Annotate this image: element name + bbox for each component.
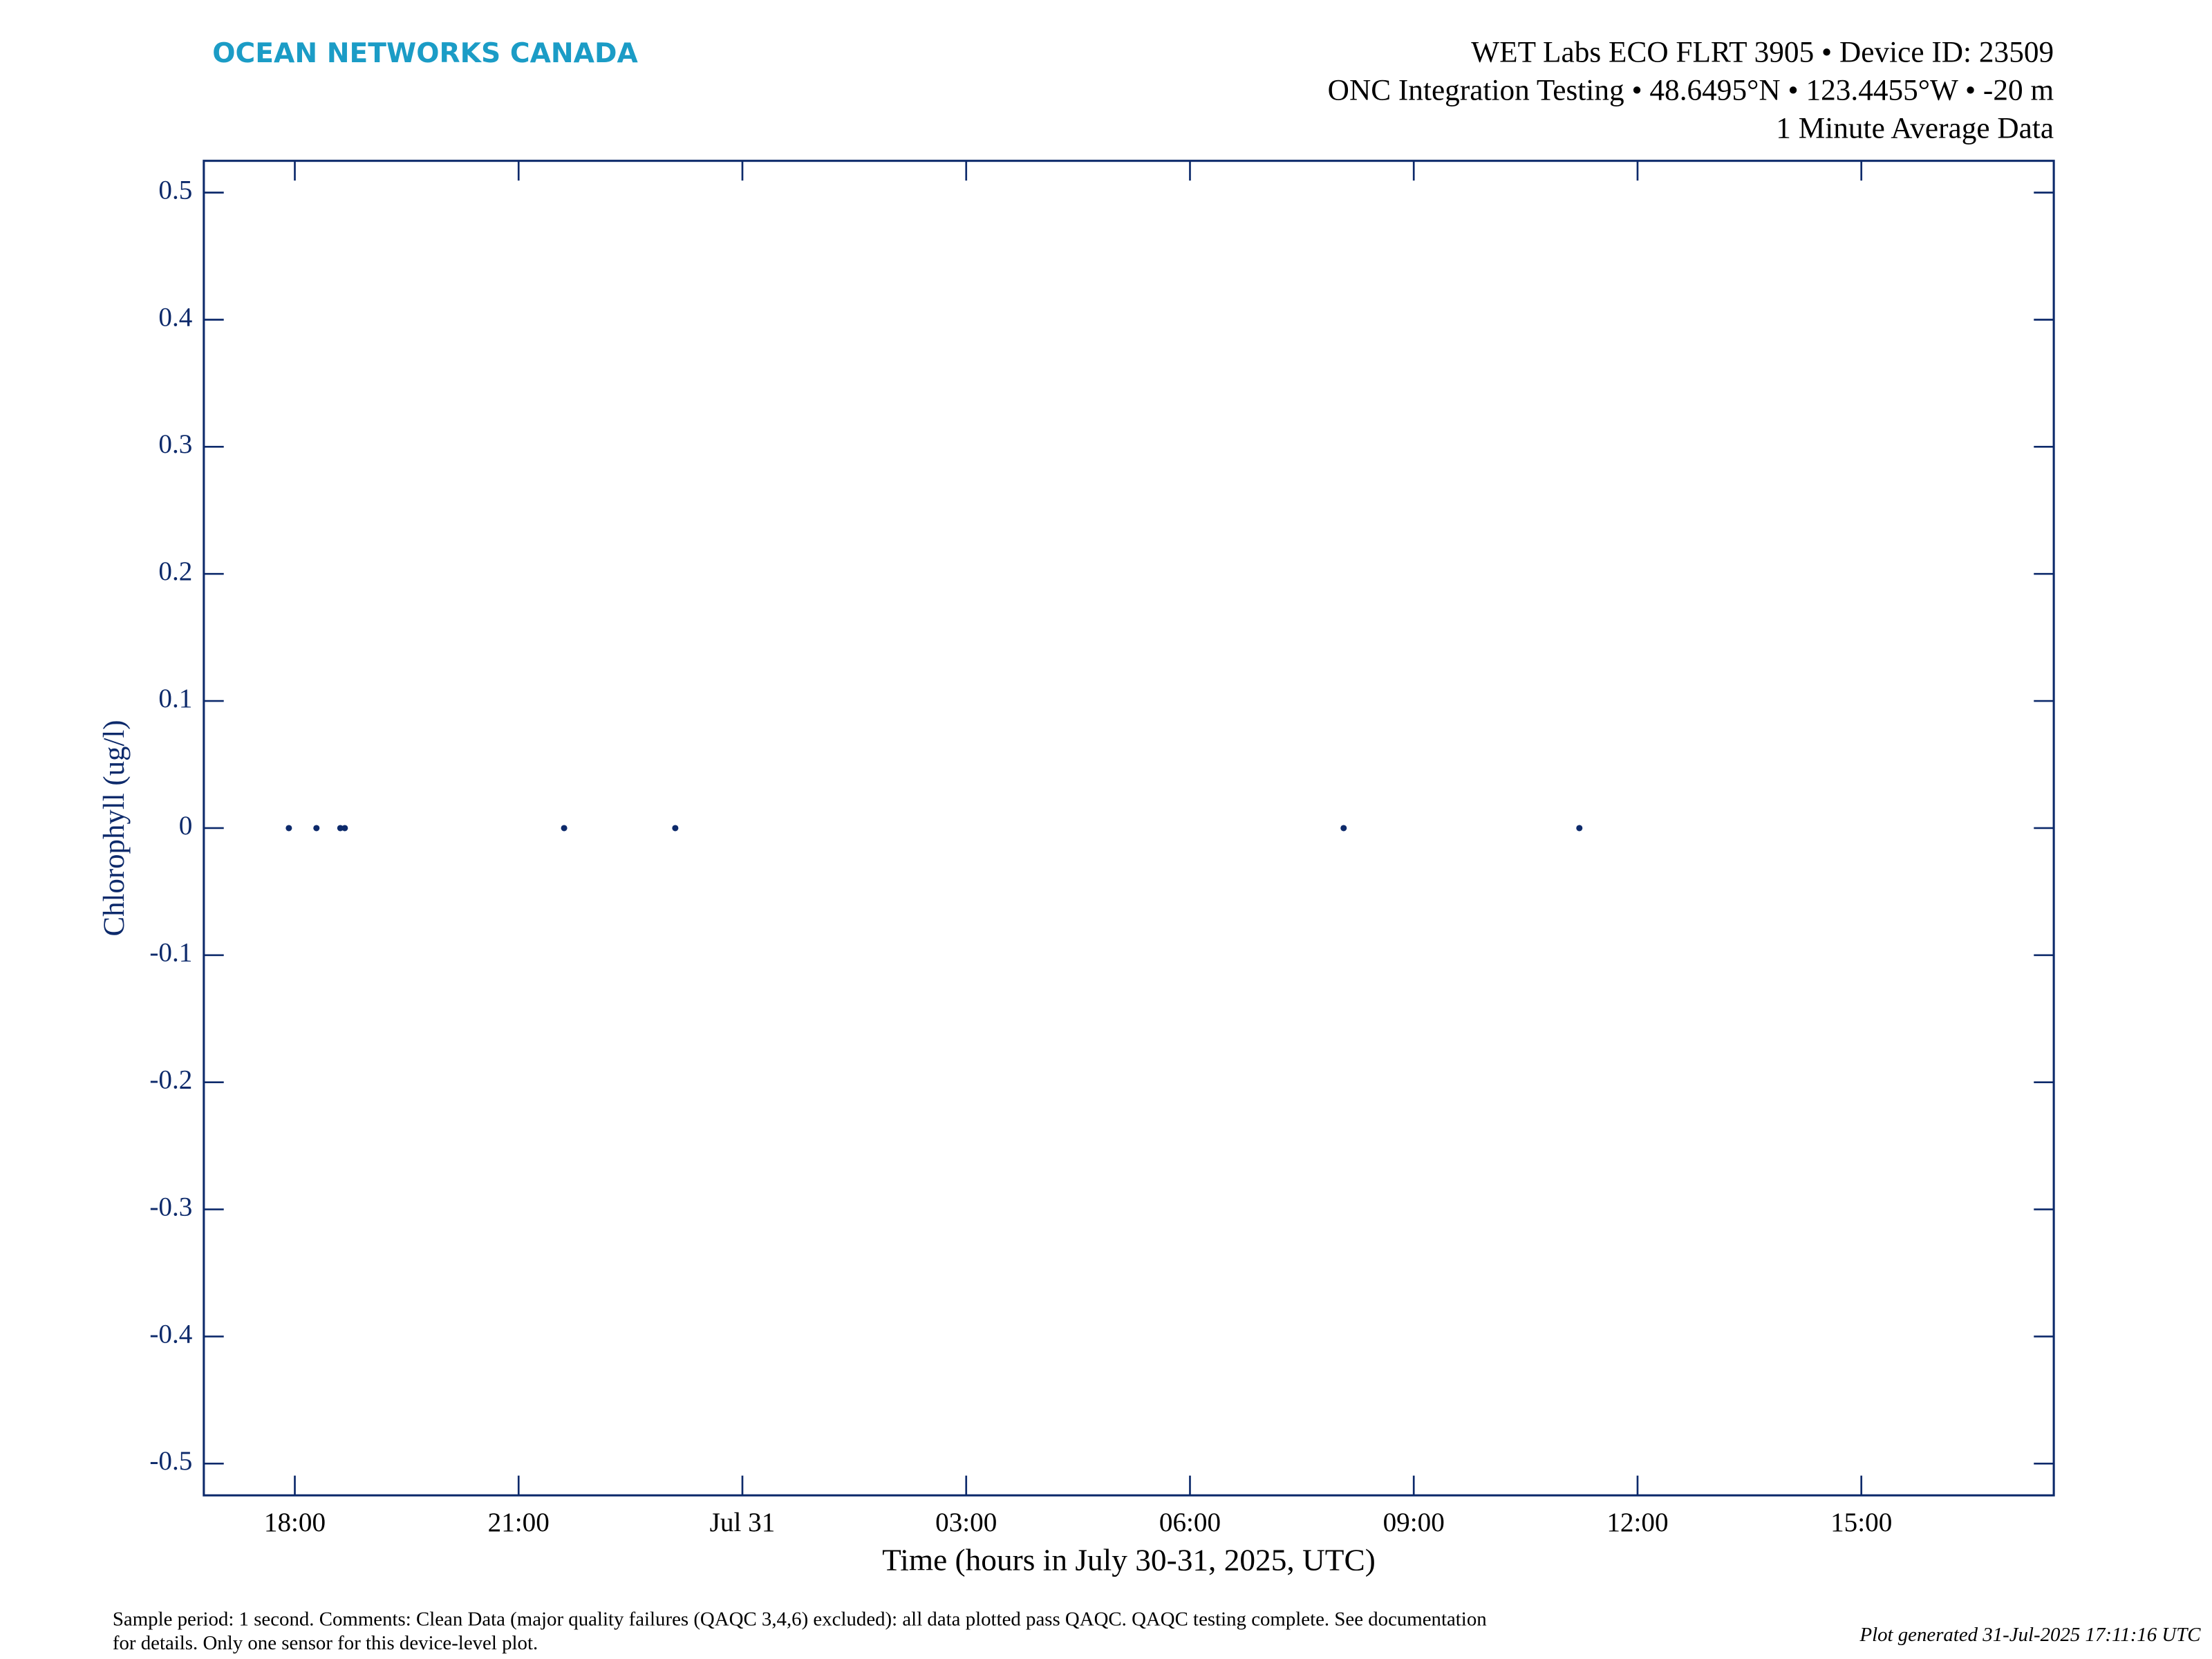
x-tick-label: 18:00 bbox=[264, 1508, 326, 1537]
y-axis-label: Chlorophyll (ug/l) bbox=[98, 720, 131, 936]
x-tick-label: 21:00 bbox=[488, 1508, 550, 1537]
title-line: WET Labs ECO FLRT 3905 • Device ID: 2350… bbox=[1471, 37, 2054, 69]
title-line: 1 Minute Average Data bbox=[1776, 113, 2054, 145]
data-point bbox=[313, 825, 320, 832]
y-tick-label: 0.5 bbox=[158, 176, 192, 205]
x-tick-label: 09:00 bbox=[1383, 1508, 1445, 1537]
plot-frame bbox=[203, 160, 2055, 1497]
x-tick-label: Jul 31 bbox=[710, 1508, 776, 1537]
logo: OCEAN NETWORKS CANADA bbox=[212, 38, 638, 69]
data-point bbox=[285, 825, 292, 832]
x-tick-label: 06:00 bbox=[1159, 1508, 1221, 1537]
x-tick-label: 12:00 bbox=[1606, 1508, 1668, 1537]
footer-note: for details. Only one sensor for this de… bbox=[113, 1632, 538, 1654]
y-tick-label: -0.4 bbox=[149, 1319, 192, 1349]
y-tick-label: -0.5 bbox=[149, 1446, 192, 1476]
footer-note: Sample period: 1 second. Comments: Clean… bbox=[113, 1609, 1487, 1631]
y-tick-label: 0 bbox=[179, 811, 193, 841]
x-axis-label: Time (hours in July 30-31, 2025, UTC) bbox=[882, 1543, 1376, 1577]
data-point bbox=[672, 825, 679, 832]
title-line: ONC Integration Testing • 48.6495°N • 12… bbox=[1328, 75, 2054, 107]
y-tick-label: 0.4 bbox=[158, 303, 192, 332]
y-tick-label: -0.3 bbox=[149, 1192, 192, 1222]
data-point bbox=[1340, 825, 1347, 832]
data-point bbox=[561, 825, 568, 832]
y-tick-label: 0.2 bbox=[158, 556, 192, 586]
generated-stamp: Plot generated 31-Jul-2025 17:11:16 UTC bbox=[1859, 1624, 2201, 1646]
x-tick-label: 03:00 bbox=[935, 1508, 997, 1537]
data-point bbox=[341, 825, 348, 832]
data-point bbox=[337, 825, 344, 832]
data-point bbox=[1576, 825, 1583, 832]
y-tick-label: 0.3 bbox=[158, 429, 192, 459]
y-tick-label: 0.1 bbox=[158, 684, 192, 713]
y-tick-label: -0.2 bbox=[149, 1065, 192, 1095]
x-tick-label: 15:00 bbox=[1830, 1508, 1892, 1537]
y-tick-label: -0.1 bbox=[149, 938, 192, 968]
